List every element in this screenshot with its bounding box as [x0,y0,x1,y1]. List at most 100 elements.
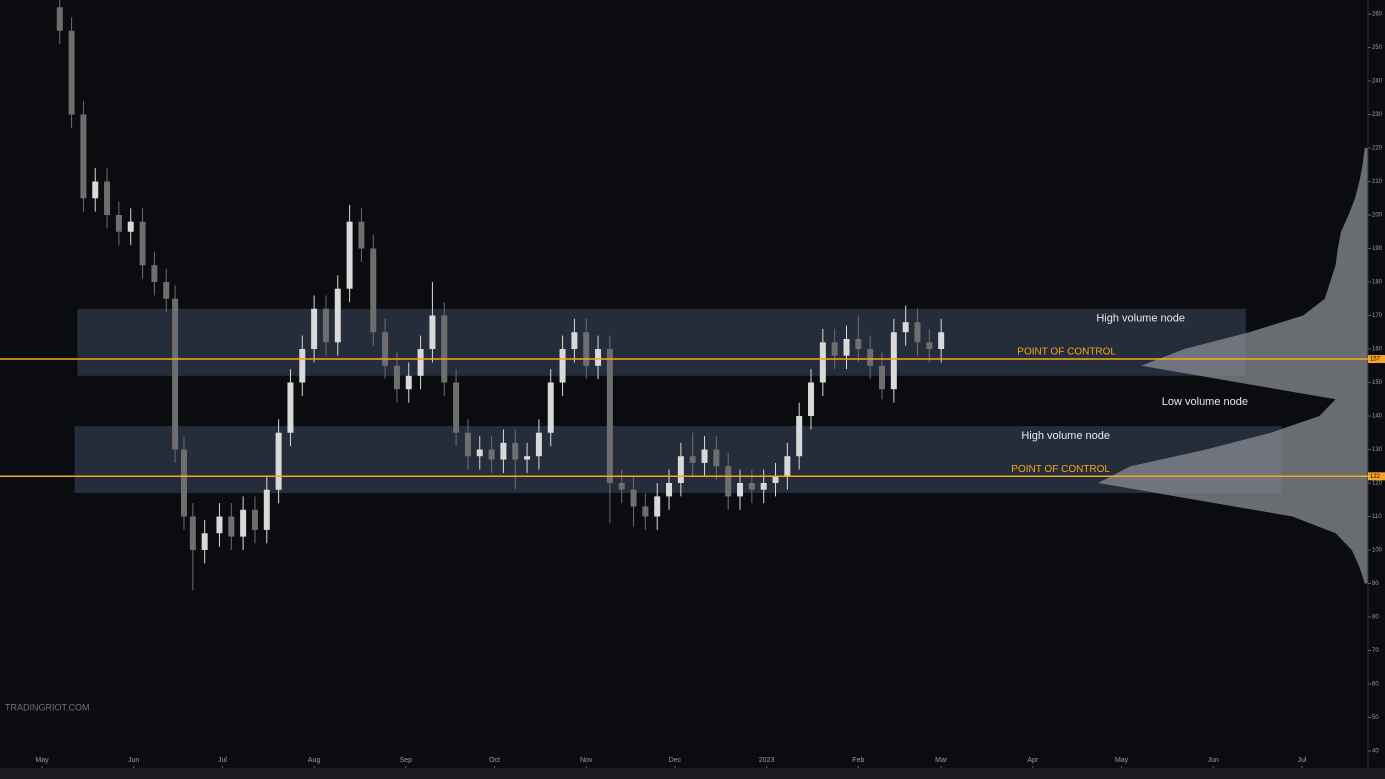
candle-body [654,496,661,517]
lvn-label: Low volume node [1162,396,1248,408]
candle-body [583,332,590,366]
y-tick-label: 200 [1372,213,1383,219]
poc-label: POINT OF CONTROL [1011,464,1110,475]
candle-body [630,489,637,507]
candle-body [914,322,921,343]
y-tick-label: 160 [1372,347,1383,353]
candle-body [547,382,554,433]
candle-body [512,442,519,460]
poc-tag [1368,355,1385,364]
candle-body [819,342,826,383]
candle-body [713,449,720,467]
y-tick-label: 100 [1372,548,1383,554]
candle-body [382,332,389,366]
plot [56,0,1368,591]
price-axis [1368,0,1385,768]
zone-label: High volume node [1021,430,1110,442]
volume-profile [1098,148,1368,584]
candle-body [189,516,196,550]
y-tick-label: 110 [1372,514,1382,520]
candle-body [370,248,377,333]
x-tick-label: 2023 [759,757,775,764]
poc-label: POINT OF CONTROL [1017,347,1116,358]
candle-body [311,308,318,349]
candle-body [879,365,885,390]
candle-body [890,332,897,390]
x-tick-label: Sep [400,757,413,764]
candle-body [926,342,933,349]
candle-body [796,416,803,457]
y-tick-label: 170 [1372,313,1383,319]
candle-body [139,221,146,266]
candle-body [677,456,684,483]
candle-body [938,332,945,349]
x-tick-label: Nov [580,757,593,764]
candle-body [429,315,436,349]
candle-body [737,483,744,497]
y-tick-label: 240 [1372,79,1383,85]
zone-label: High volume node [1096,313,1185,325]
poc-tag-label: 157 [1370,357,1381,363]
y-tick-label: 190 [1372,246,1383,252]
candle-body [393,365,400,390]
candle-body [843,338,850,356]
candle-body [334,288,341,343]
candle-body [642,506,649,517]
candle-body [299,349,306,383]
candle-body [760,483,767,490]
x-tick-label: Apr [1027,757,1039,764]
y-tick-label: 230 [1372,112,1383,118]
candle-body [346,221,353,289]
x-tick-label: Dec [669,757,682,764]
candle-body [228,516,235,537]
x-tick-label: Aug [308,757,321,764]
candle-body [201,533,208,550]
x-tick-label: Jul [1298,757,1307,764]
candle-body [500,442,507,460]
y-tick-label: 120 [1372,481,1383,487]
y-tick-label: 180 [1372,280,1383,286]
candle-body [405,375,412,390]
candle-body [689,456,696,463]
x-tick-label: May [35,757,49,764]
bottom-bar [0,768,1385,779]
candle-body [855,338,862,349]
poc-tag [1368,472,1385,481]
candle-body [68,30,75,115]
candle-body [595,349,602,366]
candle-body [488,449,495,460]
y-tick-label: 150 [1372,380,1383,386]
candle-body [772,476,779,483]
y-tick-label: 140 [1372,414,1383,420]
candle-body [831,342,838,356]
candle-body [163,282,170,299]
y-tick-label: 210 [1372,179,1383,185]
candle-body [275,432,282,490]
candle-body [216,516,223,534]
candle-body [867,349,874,366]
y-tick-label: 250 [1372,45,1383,51]
candle-body [725,466,732,497]
candle-body [358,221,365,249]
x-tick-label: Mar [935,757,948,764]
candle-body [535,432,542,457]
x-tick-label: Jun [1208,757,1219,764]
candle-body [808,382,815,416]
candle-body [287,382,294,433]
candle-body [92,181,99,199]
x-tick-label: Oct [489,757,500,764]
candle-body [441,315,448,383]
candle-body [104,181,111,215]
y-tick-label: 50 [1372,715,1379,721]
y-tick-label: 40 [1372,749,1379,755]
candle-body [80,114,87,199]
y-tick-label: 80 [1372,615,1379,621]
candle-body [172,298,179,450]
x-tick-label: May [1115,757,1129,764]
y-tick-label: 260 [1372,12,1383,18]
candle-body [263,489,270,530]
candle-body [115,215,122,232]
candle-body [322,308,329,343]
candle-body [666,483,673,497]
